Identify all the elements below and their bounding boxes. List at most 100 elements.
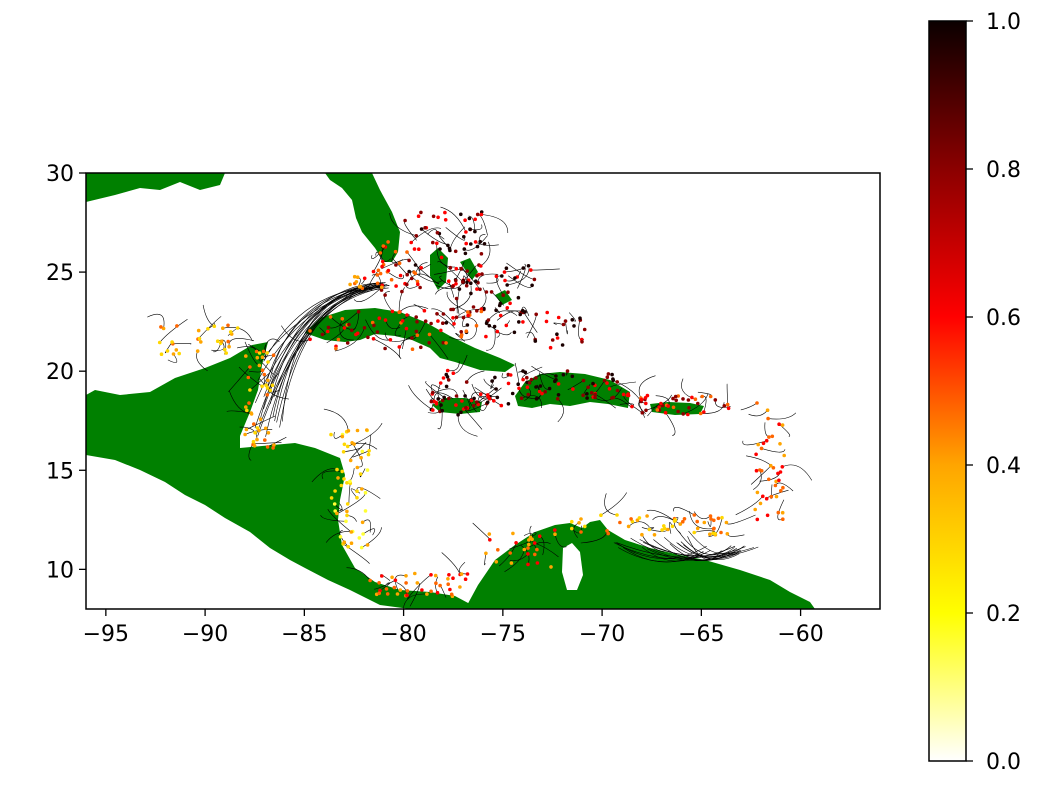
node-point — [272, 443, 276, 447]
connection-arc — [504, 549, 525, 572]
node-point — [375, 281, 380, 286]
node-point — [419, 345, 423, 350]
connection-arc — [447, 361, 460, 372]
node-point — [708, 514, 713, 518]
node-point — [221, 326, 225, 331]
connection-arc — [468, 215, 476, 232]
node-point — [471, 305, 476, 309]
node-point — [357, 536, 362, 540]
node-point — [578, 316, 582, 321]
node-point — [756, 442, 760, 447]
connection-arc — [768, 412, 797, 420]
node-point — [358, 284, 363, 289]
bahamas-land — [430, 248, 448, 290]
node-point — [346, 429, 351, 433]
node-point — [561, 372, 566, 377]
node-point — [475, 244, 480, 249]
node-point — [433, 573, 438, 578]
node-point — [626, 392, 630, 396]
node-point — [593, 392, 598, 397]
node-point — [510, 391, 515, 396]
node-point — [404, 581, 408, 585]
node-point — [465, 323, 470, 327]
node-point — [427, 341, 432, 345]
node-point — [521, 320, 525, 324]
node-point — [492, 324, 497, 329]
y-tick-label: 10 — [46, 558, 74, 583]
connection-arc — [554, 534, 567, 548]
node-point — [781, 517, 785, 521]
colorbar: 0.0 0.2 0.4 0.6 0.8 1.0 — [928, 10, 1021, 775]
node-point — [431, 390, 435, 395]
node-point — [629, 517, 633, 521]
node-point — [512, 330, 517, 335]
node-point — [553, 532, 557, 536]
node-point — [435, 241, 439, 246]
node-point — [579, 517, 583, 521]
node-point — [333, 489, 337, 493]
lake-maracaibo — [562, 543, 583, 590]
node-point — [754, 452, 758, 457]
node-point — [255, 355, 260, 360]
node-point — [518, 312, 522, 317]
connection-arc — [339, 530, 349, 547]
node-point — [336, 476, 340, 480]
node-point — [266, 378, 270, 383]
node-point — [436, 215, 440, 220]
node-point — [655, 408, 660, 412]
node-point — [501, 293, 506, 298]
node-point — [414, 329, 419, 334]
node-point — [386, 240, 390, 244]
node-point — [695, 519, 699, 524]
node-point — [260, 368, 265, 373]
node-point — [175, 324, 179, 328]
node-point — [438, 247, 442, 251]
node-point — [344, 519, 348, 524]
node-point — [342, 326, 347, 330]
node-point — [692, 513, 697, 517]
node-point — [390, 309, 395, 314]
node-point — [383, 346, 387, 351]
node-point — [397, 345, 402, 349]
node-point — [581, 378, 586, 383]
node-point — [547, 386, 552, 391]
node-point — [345, 513, 349, 518]
node-point — [466, 313, 470, 318]
connection-arc — [276, 287, 383, 423]
node-point — [570, 374, 575, 379]
node-point — [365, 543, 370, 547]
node-point — [253, 430, 257, 435]
connection-arc — [455, 333, 465, 342]
node-point — [441, 376, 446, 380]
node-point — [342, 442, 347, 447]
node-point — [271, 353, 276, 358]
node-point — [377, 591, 382, 596]
node-point — [681, 412, 685, 416]
node-point — [513, 276, 517, 280]
connection-arc — [652, 516, 681, 525]
node-point — [495, 329, 500, 334]
connection-arc — [483, 378, 497, 390]
node-point — [686, 398, 691, 402]
node-point — [498, 313, 503, 318]
node-point — [329, 496, 334, 500]
node-point — [778, 442, 782, 446]
node-point — [577, 521, 581, 525]
node-point — [449, 307, 453, 312]
node-point — [161, 326, 166, 331]
connection-arc — [748, 410, 768, 417]
node-point — [224, 351, 228, 355]
node-point — [519, 396, 524, 401]
node-point — [479, 212, 484, 217]
node-point — [777, 478, 781, 483]
node-point — [393, 578, 398, 582]
node-point — [262, 372, 267, 377]
node-point — [362, 276, 367, 281]
y-tick-label: 25 — [46, 261, 74, 286]
node-point — [405, 282, 409, 287]
node-point — [458, 585, 462, 589]
bahamas-land — [460, 258, 478, 280]
node-point — [345, 341, 350, 345]
node-point — [782, 453, 786, 458]
node-point — [206, 327, 210, 331]
